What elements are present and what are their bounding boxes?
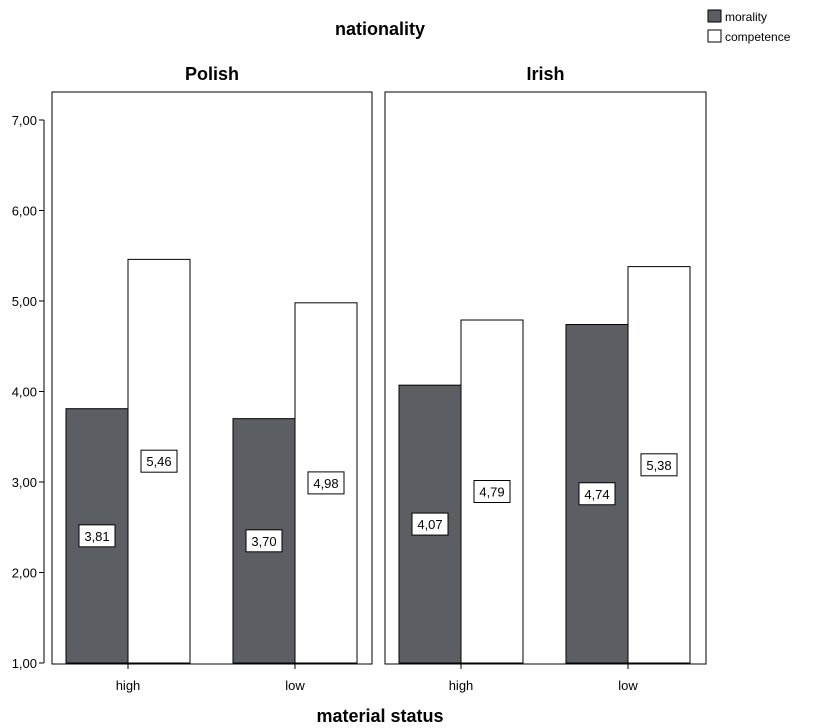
legend: morality competence <box>707 9 791 44</box>
y-axis: 1,00 2,00 3,00 4,00 5,00 6,00 7,00 <box>12 113 45 671</box>
data-label-text: 4,07 <box>417 517 442 532</box>
data-label-box <box>307 471 345 495</box>
chart-title: nationality <box>335 19 425 39</box>
x-tick-label: high <box>116 678 141 693</box>
y-tick-label: 4,00 <box>12 385 37 400</box>
data-label-text: 3,81 <box>84 529 109 544</box>
panel-title: Irish <box>526 64 564 84</box>
data-label-morality-high: 4,07 <box>411 512 449 536</box>
data-label-box <box>473 480 511 504</box>
y-tick-label: 6,00 <box>12 204 37 219</box>
data-label-box <box>245 529 283 553</box>
data-label-box <box>78 524 116 548</box>
panels: Polish 3,81 5,46 high 3,70 4,98 low Irish 4,07 4,… <box>51 64 707 693</box>
data-label-morality-low: 4,74 <box>578 482 616 506</box>
panel-frame <box>51 91 373 665</box>
data-label-morality-low: 3,70 <box>245 529 283 553</box>
data-label-competence-high: 4,79 <box>473 480 511 504</box>
y-tick-label: 1,00 <box>12 656 37 671</box>
data-label-text: 4,74 <box>584 487 609 502</box>
y-tick-label: 7,00 <box>12 113 37 128</box>
legend-label-competence: competence <box>725 30 791 44</box>
x-tick-label: high <box>449 678 474 693</box>
data-label-box <box>140 449 178 473</box>
data-label-competence-low: 4,98 <box>307 471 345 495</box>
panel-title: Polish <box>185 64 239 84</box>
data-label-competence-high: 5,46 <box>140 449 178 473</box>
panel-frame <box>384 91 707 665</box>
data-label-box <box>411 512 449 536</box>
panel-irish: Irish 4,07 4,79 high 4,74 5,38 low <box>384 64 707 693</box>
x-tick-label: low <box>285 678 305 693</box>
x-axis-title: material status <box>316 706 443 726</box>
y-tick-label: 5,00 <box>12 294 37 309</box>
data-label-text: 5,38 <box>646 458 671 473</box>
data-label-text: 4,98 <box>313 476 338 491</box>
legend-label-morality: morality <box>725 10 767 24</box>
y-tick-label: 2,00 <box>12 566 37 581</box>
legend-swatch-competence <box>707 29 722 43</box>
x-tick-label: low <box>618 678 638 693</box>
data-label-text: 5,46 <box>146 454 171 469</box>
data-label-box <box>640 453 678 477</box>
data-label-competence-low: 5,38 <box>640 453 678 477</box>
data-label-morality-high: 3,81 <box>78 524 116 548</box>
panel-polish: Polish 3,81 5,46 high 3,70 4,98 low <box>51 64 373 693</box>
y-tick-label: 3,00 <box>12 475 37 490</box>
data-label-text: 4,79 <box>479 485 504 500</box>
legend-swatch-morality <box>707 9 722 23</box>
data-label-text: 3,70 <box>251 534 276 549</box>
data-label-box <box>578 482 616 506</box>
